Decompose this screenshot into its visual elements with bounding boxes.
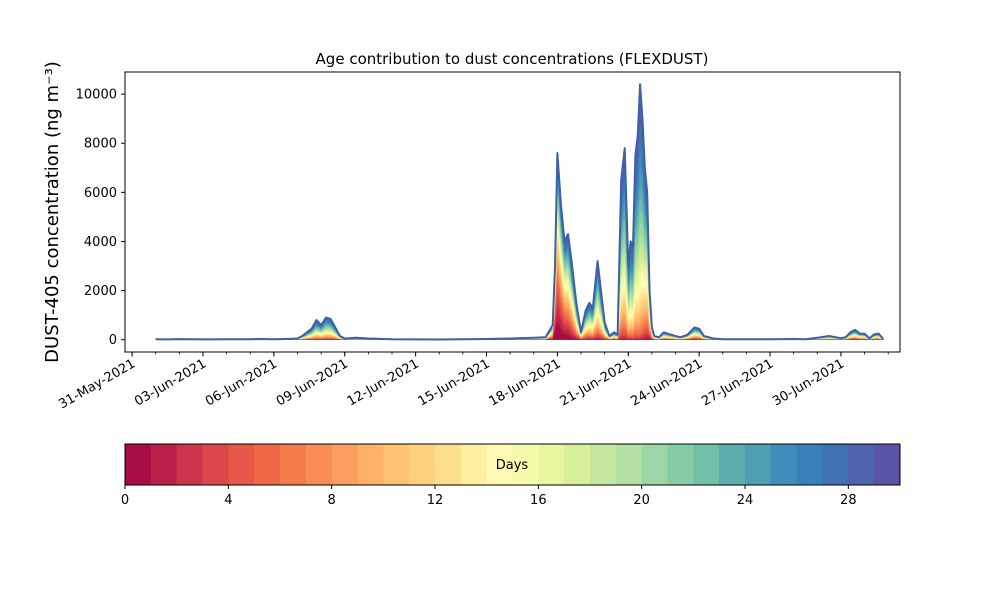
colorbar-tick-label: 0 [121, 493, 129, 508]
age-band-17 [155, 208, 884, 340]
age-band-11 [155, 240, 884, 340]
age-band-15 [155, 218, 884, 340]
age-band-23 [155, 179, 884, 340]
colorbar-swatch [150, 444, 178, 485]
plot-frame [124, 71, 901, 353]
age-band-24 [155, 168, 884, 340]
colorbar-tick-label: 16 [530, 493, 547, 508]
x-tick-label: 18-Jun-2021 [487, 356, 564, 409]
colorbar-tick-label: 24 [737, 493, 754, 508]
age-band-10 [155, 246, 884, 340]
age-band-13 [155, 229, 884, 340]
colorbar-tick-label: 28 [840, 493, 857, 508]
colorbar-swatch [512, 444, 539, 485]
x-tick-label: 06-Jun-2021 [203, 356, 280, 409]
age-band-22 [155, 184, 884, 340]
plot-area [155, 83, 885, 341]
colorbar-swatch [409, 444, 436, 485]
age-band-18 [155, 203, 884, 340]
age-band-6 [155, 271, 884, 340]
age-band-25 [155, 152, 884, 340]
chart-title: Age contribution to dust concentrations … [316, 50, 709, 68]
x-tick-label: 12-Jun-2021 [345, 356, 422, 409]
x-tick-label: 27-Jun-2021 [699, 356, 776, 409]
age-band-14 [155, 223, 884, 340]
colorbar-swatch [254, 444, 281, 485]
colorbar-swatch [564, 444, 591, 485]
colorbar-swatch [383, 444, 410, 485]
colorbar-swatch [770, 444, 798, 485]
x-tick-label: 15-Jun-2021 [416, 356, 493, 409]
colorbar-swatch [822, 444, 849, 485]
age-band-29 [155, 84, 884, 340]
colorbar-tick-label: 4 [224, 493, 232, 508]
colorbar-swatch [125, 444, 152, 485]
x-tick-label: 31-May-2021 [56, 356, 138, 412]
y-tick-label: 10000 [76, 88, 117, 103]
colorbar: 0 4 8 12 16 20 24 28 [121, 443, 901, 508]
y-tick-label: 8000 [84, 137, 117, 152]
colorbar-swatch [228, 444, 255, 485]
x-tick-label: 30-Jun-2021 [770, 356, 847, 409]
age-band-2 [155, 301, 884, 340]
age-band-19 [155, 198, 884, 340]
colorbar-swatch [874, 444, 901, 485]
colorbar-swatch [848, 444, 875, 485]
y-tick-label: 4000 [84, 235, 117, 250]
age-band-8 [155, 258, 884, 340]
colorbar-swatch [202, 444, 229, 485]
colorbar-swatch [460, 444, 488, 485]
age-band-5 [155, 278, 884, 340]
age-band-28 [155, 102, 884, 340]
colorbar-swatch [280, 444, 307, 485]
age-band-0 [155, 321, 884, 340]
age-band-7 [155, 264, 884, 340]
colorbar-swatch [331, 444, 358, 485]
colorbar-swatch [538, 444, 565, 485]
colorbar-tick-label: 8 [328, 493, 336, 508]
x-axis: 31-May-202103-Jun-202106-Jun-202109-Jun-… [56, 352, 889, 412]
x-tick-label: 24-Jun-2021 [628, 356, 705, 409]
y-tick-label: 0 [109, 333, 117, 348]
x-tick-label: 03-Jun-2021 [132, 356, 209, 409]
age-band-16 [155, 213, 884, 340]
x-tick-label: 09-Jun-2021 [274, 356, 351, 409]
age-band-12 [155, 234, 884, 340]
y-axis: 0 2000 4000 6000 8000 10000 [76, 88, 125, 348]
colorbar-swatch [693, 444, 720, 485]
colorbar-swatch [615, 444, 643, 485]
age-band-20 [155, 193, 884, 340]
y-tick-label: 2000 [84, 284, 117, 299]
colorbar-swatch [305, 444, 333, 485]
age-band-9 [155, 252, 884, 340]
colorbar-tick-label: 20 [633, 493, 650, 508]
colorbar-frame [124, 443, 901, 486]
age-band-21 [155, 189, 884, 340]
colorbar-label: Days [496, 458, 529, 473]
age-band-27 [155, 120, 884, 340]
total-series-line [155, 83, 885, 341]
colorbar-swatch [486, 444, 513, 485]
colorbar-swatch [667, 444, 694, 485]
colorbar-swatch [796, 444, 823, 485]
y-axis-label: DUST-405 concentration (ng m⁻³) [42, 61, 63, 363]
colorbar-swatch [590, 444, 617, 485]
colorbar-swatch [435, 444, 462, 485]
age-band-4 [155, 285, 884, 340]
y-tick-label: 6000 [84, 186, 117, 201]
age-band-3 [155, 293, 884, 340]
colorbar-swatch [641, 444, 668, 485]
colorbar-swatch [176, 444, 203, 485]
colorbar-swatch [745, 444, 772, 485]
x-tick-label: 21-Jun-2021 [557, 356, 634, 409]
age-band-1 [155, 310, 884, 340]
colorbar-swatch [357, 444, 384, 485]
colorbar-swatch [719, 444, 746, 485]
colorbar-tick-label: 12 [427, 493, 444, 508]
age-band-26 [155, 136, 884, 340]
